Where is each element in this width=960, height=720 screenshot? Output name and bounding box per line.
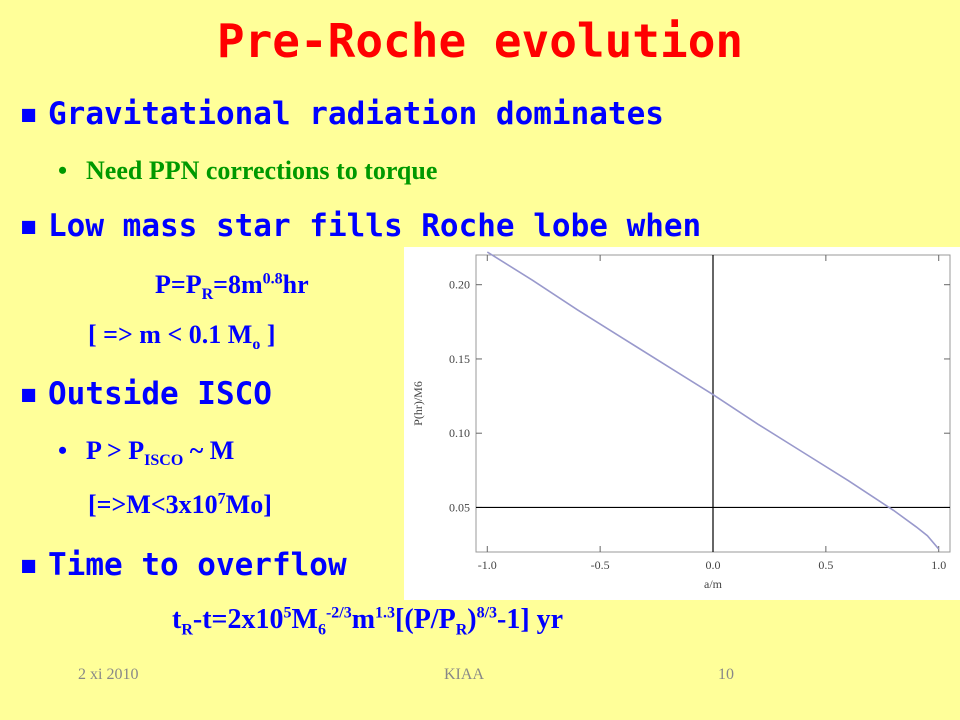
series-line xyxy=(486,251,940,550)
eq-part: Mo] xyxy=(225,490,272,519)
equation-roche-period: P=PR=8m0.8hr xyxy=(155,270,309,304)
eq-sub: ISCO xyxy=(144,452,184,470)
x-tick-label: 0.0 xyxy=(706,558,721,572)
y-tick-label: 0.10 xyxy=(449,426,470,440)
bullet-isco: ■ Outside ISCO xyxy=(22,376,272,412)
period-spin-chart: 0.05 0.10 0.15 0.20 -1.0 -0.5 0.0 0.5 1.0 a/m P(hr… xyxy=(404,247,960,600)
eq-sub: 6 xyxy=(317,621,326,639)
y-axis-label: P(hr)/M6 xyxy=(411,381,425,426)
sub-bullet-text: Need PPN corrections to torque xyxy=(86,156,438,185)
eq-part: t xyxy=(172,604,182,635)
equation-overflow-time: tR-t=2x105M6-2/3m1.3[(P/PR)8/3-1] yr xyxy=(172,604,563,640)
equation-bh-limit: [=>M<3x107Mo] xyxy=(88,490,272,520)
eq-part: P=P xyxy=(155,270,202,299)
eq-sup: 7 xyxy=(217,490,226,508)
eq-part: [=>M<3x10 xyxy=(88,490,218,519)
eq-part: =8m xyxy=(213,270,263,299)
bullet-text: Outside ISCO xyxy=(48,376,272,412)
y-tick-label: 0.15 xyxy=(449,352,470,366)
x-tick-label: -0.5 xyxy=(591,558,610,572)
eq-part: P > P xyxy=(86,436,145,465)
eq-sub: R xyxy=(455,621,468,639)
eq-part: m xyxy=(351,604,376,635)
bullet-roche-lobe: ■ Low mass star fills Roche lobe when xyxy=(22,208,701,244)
x-tick-label: 1.0 xyxy=(931,558,946,572)
x-axis-label: a/m xyxy=(704,577,723,591)
eq-part: M xyxy=(291,604,318,635)
footer-page-number: 10 xyxy=(718,666,734,683)
bullet-marker-icon: ■ xyxy=(22,214,36,239)
eq-sub: R xyxy=(181,621,193,639)
eq-sup: 0.8 xyxy=(262,270,283,288)
eq-sub: R xyxy=(201,286,214,304)
eq-part: -t=2x10 xyxy=(192,604,284,635)
bullet-gravitational: ■ Gravitational radiation dominates xyxy=(22,96,664,132)
slide-title: Pre-Roche evolution xyxy=(216,14,744,68)
eq-part: hr xyxy=(282,270,309,299)
footer-venue: KIAA xyxy=(444,666,484,683)
bullet-text: Gravitational radiation dominates xyxy=(48,96,664,132)
bullet-marker-icon: ■ xyxy=(22,382,36,407)
footer-date: 2 xi 2010 xyxy=(78,666,139,683)
x-tick-label: 0.5 xyxy=(818,558,833,572)
dot-marker-icon: • xyxy=(58,156,68,185)
eq-part: [ => m < 0.1 M xyxy=(88,320,253,349)
eq-part: ~ M xyxy=(183,436,235,465)
bullet-time-overflow: ■ Time to overflow xyxy=(22,547,347,583)
sub-bullet-ppn: • Need PPN corrections to torque xyxy=(58,156,437,186)
eq-sub: o xyxy=(252,336,261,354)
eq-part: -1] yr xyxy=(497,604,564,635)
dot-marker-icon: • xyxy=(58,436,68,465)
chart-svg: 0.05 0.10 0.15 0.20 -1.0 -0.5 0.0 0.5 1.0 a/m P(hr… xyxy=(411,251,951,591)
eq-part: ) xyxy=(467,604,477,635)
eq-part: [(P/P xyxy=(395,604,456,635)
bullet-text: Low mass star fills Roche lobe when xyxy=(48,208,702,244)
eq-sup: 1.3 xyxy=(375,604,396,622)
equation-isco: • P > PISCO ~ M xyxy=(58,436,234,470)
bullet-marker-icon: ■ xyxy=(22,102,36,127)
equation-mass-limit: [ => m < 0.1 Mo ] xyxy=(88,320,275,354)
x-tick-label: -1.0 xyxy=(478,558,497,572)
bullet-marker-icon: ■ xyxy=(22,553,36,578)
y-tick-label: 0.05 xyxy=(449,500,470,514)
bullet-text: Time to overflow xyxy=(48,547,347,583)
eq-sup: -2/3 xyxy=(325,604,352,622)
y-tick-label: 0.20 xyxy=(449,278,470,292)
eq-part: ] xyxy=(260,320,276,349)
eq-sup: 5 xyxy=(283,604,292,622)
eq-sup: 8/3 xyxy=(476,604,498,622)
